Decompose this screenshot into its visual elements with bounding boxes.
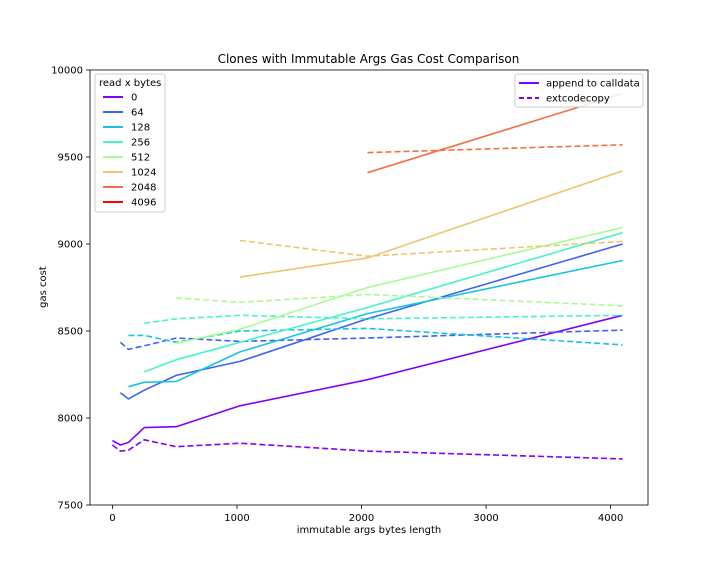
legend-method-box [514, 73, 644, 108]
series-line-1024-calldata [239, 170, 623, 278]
x-axis-ticks: 0 1000 2000 3000 4000 [109, 505, 623, 524]
series-line-1024-extcodecopy [239, 239, 623, 258]
y-axis-ticks: 7500 8000 8500 9000 9500 10000 [51, 66, 90, 512]
chart-title: Clones with Immutable Args Gas Cost Comp… [218, 52, 520, 66]
y-tick-label: 9000 [58, 240, 83, 251]
series-line-64-calldata [119, 243, 623, 400]
y-axis-label: gas cost [38, 266, 49, 308]
plot-frame [89, 69, 649, 506]
legend-read-label: 256 [131, 138, 150, 149]
series-line-0-calldata [112, 314, 623, 446]
legend-read-label: 2048 [131, 183, 156, 194]
legend-method: append to calldata extcodecopy [514, 73, 644, 108]
legend-read-label: 128 [131, 123, 150, 134]
plot-lines [111, 92, 623, 460]
x-tick-label: 2000 [349, 513, 374, 524]
legend-read-label: 1024 [131, 168, 156, 179]
legend-read-box [94, 73, 166, 213]
legend-read-label: 0 [131, 93, 137, 104]
series-line-512-extcodecopy [176, 293, 623, 307]
y-tick-label: 7500 [58, 501, 83, 512]
y-tick-label: 10000 [51, 66, 83, 77]
x-tick-label: 4000 [598, 513, 623, 524]
legend-read-label: 512 [131, 153, 150, 164]
legend-read-label: 64 [131, 108, 144, 119]
legend-method-label: extcodecopy [546, 94, 610, 105]
x-axis-label: immutable args bytes length [297, 525, 442, 536]
series-line-0-extcodecopy [111, 438, 623, 460]
series-line-512-calldata [176, 226, 623, 344]
y-tick-label: 8000 [58, 414, 83, 425]
series-line-128-extcodecopy [128, 327, 623, 346]
x-tick-label: 3000 [473, 513, 498, 524]
series-line-256-calldata [144, 231, 623, 373]
series-line-256-extcodecopy [144, 314, 623, 324]
legend-method-label: append to calldata [546, 79, 640, 90]
x-tick-label: 0 [109, 513, 115, 524]
series-line-64-extcodecopy [119, 329, 623, 351]
legend-read-bytes: read x bytes 0 64 128 256 512 1024 2048 4096 [94, 73, 166, 213]
legend-read-title: read x bytes [99, 78, 161, 89]
legend-read-label: 4096 [131, 198, 156, 209]
series-line-128-calldata [128, 259, 623, 388]
series-line-2048-extcodecopy [367, 144, 623, 154]
y-tick-label: 9500 [58, 153, 83, 164]
x-tick-label: 1000 [224, 513, 249, 524]
y-tick-label: 8500 [58, 327, 83, 338]
